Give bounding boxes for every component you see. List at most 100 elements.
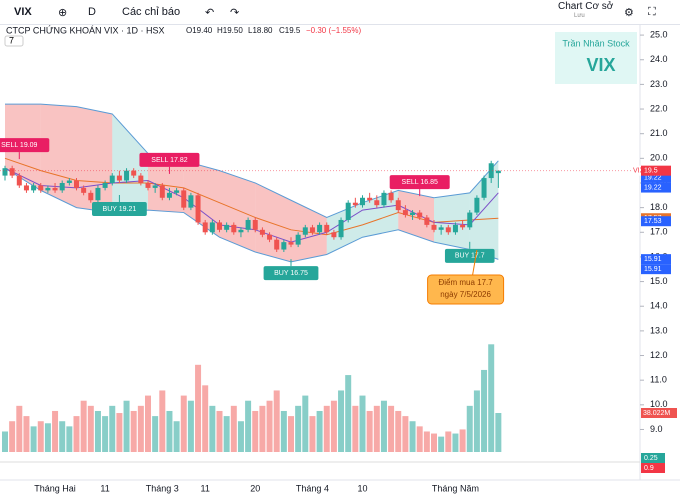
watermark-box [555, 32, 637, 84]
candle-body [2, 168, 8, 176]
candle-body [417, 212, 423, 218]
candle-body [109, 175, 115, 183]
signal-label: SELL 19.09 [1, 142, 37, 149]
fullscreen[interactable]: ⛶ [648, 6, 656, 18]
volume-bar [87, 405, 94, 452]
volume-bar [252, 410, 259, 452]
settings[interactable]: ⚙ [624, 7, 634, 19]
candle-body [438, 227, 444, 230]
symbol-tag-label: VIX [633, 168, 645, 175]
volume-bar [423, 431, 430, 452]
volume-bar [295, 405, 302, 452]
annotation-text: Điểm mua 17.7 [438, 278, 493, 287]
watermark-symbol: VIX [586, 55, 615, 75]
x-tick-label: Tháng Hai [34, 483, 76, 493]
candle-body [81, 187, 87, 193]
candle-body [202, 222, 208, 233]
candle-body [381, 192, 387, 206]
volume-bar [123, 400, 130, 452]
candle-body [188, 195, 194, 208]
candle-body [374, 200, 380, 206]
volume-bar [473, 390, 480, 452]
candle-body [231, 224, 237, 233]
candle-body [238, 229, 244, 233]
volume-bar [59, 421, 66, 452]
volume-bar [459, 429, 466, 452]
price-tag [641, 172, 671, 183]
volume-bar [273, 390, 280, 452]
indicators[interactable]: Các chỉ báo [122, 6, 181, 18]
candle-body [309, 227, 315, 233]
volume-bar [237, 421, 244, 452]
volume-tag-label: 38.022M [643, 410, 670, 417]
candle-body [16, 175, 22, 186]
band-fill [112, 113, 148, 213]
signal-box [139, 152, 200, 167]
volume-bar [330, 400, 337, 452]
band-lower [4, 167, 499, 263]
add-btn[interactable]: ⊕ [58, 7, 68, 19]
ohlc-value: L18.80 [248, 26, 273, 35]
redo[interactable]: ↷ [230, 7, 240, 19]
header-title: CTCP CHỨNG KHOÁN VIX · 1D · HSX [6, 25, 165, 35]
volume-bar [30, 426, 37, 452]
macd-tag-label: 0.9 [644, 465, 654, 472]
candle-body [174, 190, 180, 193]
candle-body [274, 239, 280, 250]
volume-bar [345, 375, 352, 452]
candle-body [9, 168, 15, 176]
macd-tag-label: 0.25 [644, 455, 658, 462]
x-tick-label: 11 [100, 483, 109, 493]
price-tag-label: 15.91 [644, 256, 662, 263]
volume-bar [16, 405, 23, 452]
volume-bar [266, 400, 273, 452]
ohlc-value: −0.30 (−1.55%) [306, 26, 361, 35]
volume-bar [380, 400, 387, 452]
candle-body [259, 229, 265, 235]
volume-bar [80, 400, 87, 452]
volume-bar [445, 431, 452, 452]
candle-body [424, 217, 430, 225]
candle-body [338, 219, 344, 238]
candle-body [23, 185, 29, 191]
layout[interactable]: Chart Cơ sở [558, 1, 614, 12]
price-tag-label: 19.22 [644, 174, 662, 181]
volume-bar [409, 421, 416, 452]
volume-bar [130, 410, 137, 452]
signal-box [444, 248, 495, 263]
signal-label: SELL 17.82 [151, 157, 187, 164]
volume-bar [202, 385, 209, 452]
x-tick-label: 11 [201, 483, 210, 493]
candle-body [245, 219, 251, 230]
volume-bar [280, 410, 287, 452]
band-fill [40, 104, 77, 208]
y-tick-label: 13.0 [650, 325, 668, 335]
candle-body [31, 185, 37, 191]
band-upper [5, 103, 499, 219]
collapse[interactable] [4, 35, 24, 47]
candle-body [145, 182, 151, 188]
volume-bar [152, 416, 159, 452]
candle-body [152, 185, 158, 188]
volume-bar [352, 405, 359, 452]
undo[interactable]: ↶ [205, 7, 215, 19]
volume-bar [116, 413, 123, 452]
signal-box [0, 138, 50, 153]
candle-body [302, 227, 308, 235]
volume-bar [66, 426, 73, 452]
candle-body [445, 227, 451, 233]
volume-bar [438, 436, 445, 452]
candle-body [317, 224, 323, 233]
signal-box [263, 266, 319, 281]
volume-bar [9, 421, 16, 452]
save[interactable]: Lưu [574, 13, 585, 19]
band-fill [148, 153, 184, 213]
volume-bar [359, 395, 366, 452]
symbol[interactable]: VIX [14, 6, 32, 18]
candle-body [481, 178, 487, 198]
interval[interactable]: D [88, 6, 96, 18]
volume-bar [259, 405, 266, 452]
price-tag [641, 165, 671, 176]
volume-bar [195, 364, 202, 452]
